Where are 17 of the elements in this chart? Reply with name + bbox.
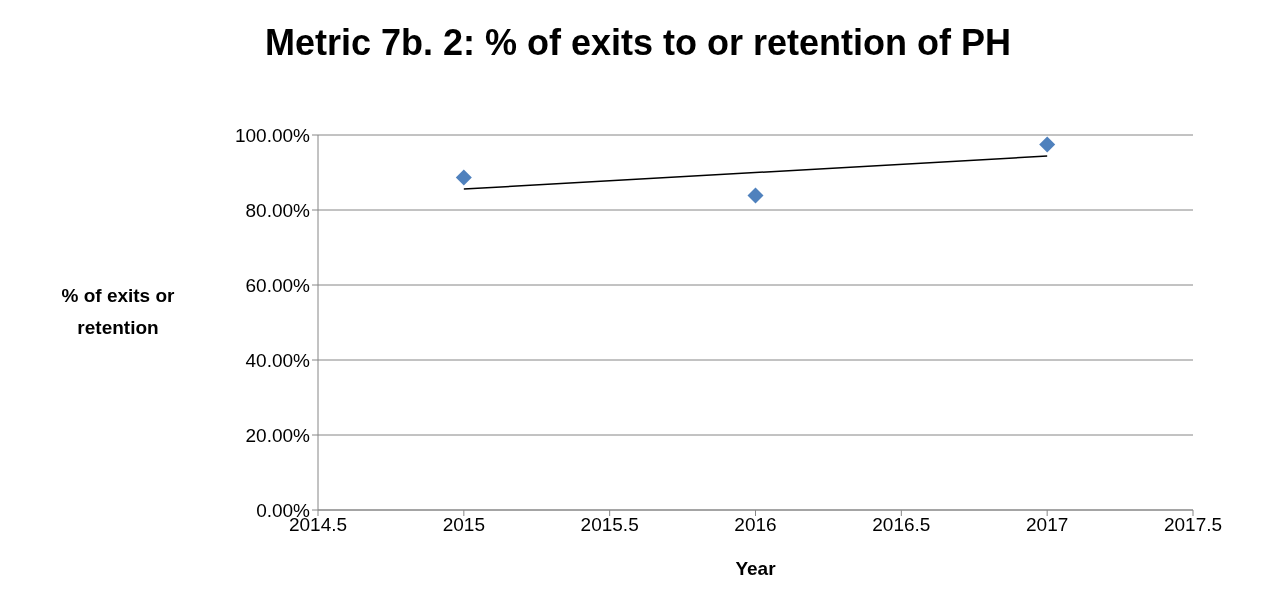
point bbox=[1039, 136, 1056, 153]
point bbox=[747, 187, 764, 204]
x-tick-label: 2017.5 bbox=[1163, 514, 1223, 536]
chart-title: Metric 7b. 2: % of exits to or retention of PH bbox=[263, 21, 1013, 65]
y-tick-label: 20.00% bbox=[245, 424, 311, 446]
y-axis-title: % of exits or retention bbox=[60, 284, 176, 340]
y-tick-label: 100.00% bbox=[234, 124, 311, 146]
y-tick-label: 60.00% bbox=[245, 274, 311, 296]
x-tick-label: 2016 bbox=[734, 514, 777, 536]
point bbox=[455, 169, 472, 186]
y-tick-label: 40.00% bbox=[245, 349, 311, 371]
x-tick-label: 2017 bbox=[1026, 514, 1069, 536]
x-axis-title: Year bbox=[735, 558, 777, 579]
x-tick-label: 2015 bbox=[442, 514, 485, 536]
x-tick-label: 2015.5 bbox=[580, 514, 639, 536]
y-tick-label: 80.00% bbox=[245, 199, 311, 221]
x-tick-label: 2016.5 bbox=[872, 514, 931, 536]
